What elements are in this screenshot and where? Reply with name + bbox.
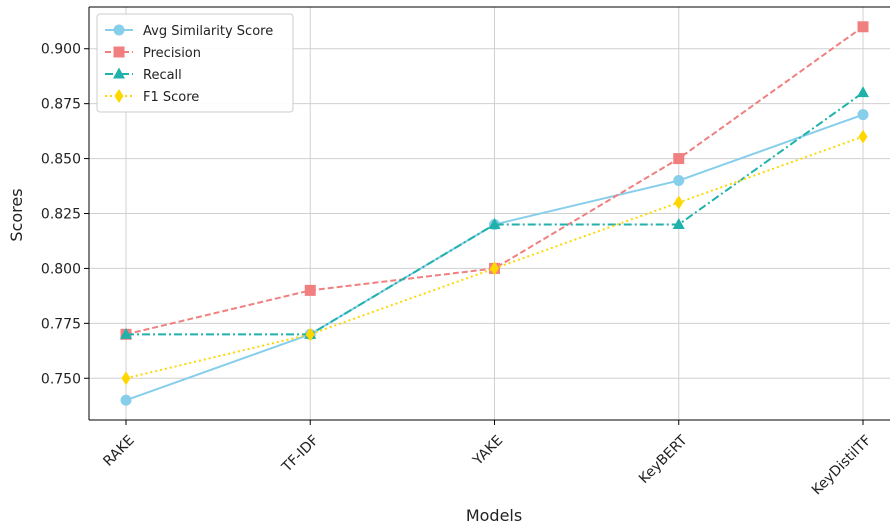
legend-marker (114, 89, 124, 103)
x-tick-label: KeyBERT (636, 432, 691, 487)
data-point (488, 217, 501, 229)
data-point (857, 21, 869, 33)
y-tick-label: 0.750 (41, 371, 81, 387)
y-tick-label: 0.875 (41, 97, 81, 113)
data-point (858, 129, 868, 144)
data-point (121, 371, 131, 386)
legend-box (96, 13, 294, 113)
y-tick-label: 0.850 (41, 152, 81, 168)
legend-label: Avg Similarity Score (143, 24, 273, 39)
data-point (304, 284, 316, 296)
legend-marker (113, 46, 125, 58)
data-point (672, 217, 685, 229)
x-tick-label: TF-IDF (278, 432, 322, 476)
legend-item: Recall (105, 67, 182, 83)
data-point (674, 195, 684, 210)
data-point (120, 327, 132, 339)
legend-item: Avg Similarity Score (105, 24, 273, 39)
legend-marker (113, 24, 125, 36)
y-tick-label: 0.825 (41, 207, 81, 223)
legend-item: F1 Score (105, 89, 199, 105)
data-point (857, 86, 869, 98)
y-tick-label: 0.800 (41, 261, 81, 277)
series-f1-score (121, 129, 868, 386)
data-point (490, 261, 499, 276)
y-axis-title: Scores (7, 188, 26, 241)
legend-label: Recall (143, 68, 182, 83)
legend-label: F1 Score (143, 90, 199, 105)
legend-item: Precision (105, 46, 201, 61)
series-lines (120, 21, 869, 406)
legend: Avg Similarity Score Precision Recall F1 Sc… (96, 13, 294, 113)
legend-label: Precision (143, 46, 201, 61)
x-tick-label: KeyDistilTF (809, 432, 875, 498)
data-point (120, 394, 132, 406)
axes (84, 6, 890, 425)
x-axis-title: Models (466, 506, 522, 525)
legend-marker (113, 67, 125, 79)
data-point (673, 153, 685, 165)
data-point (857, 109, 869, 121)
data-point (673, 175, 685, 187)
data-point (305, 327, 315, 342)
x-tick-label: RAKE (100, 432, 137, 469)
y-tick-label: 0.775 (41, 316, 81, 332)
x-tick-label: YAKE (469, 432, 506, 469)
y-tick-label: 0.900 (41, 42, 81, 58)
